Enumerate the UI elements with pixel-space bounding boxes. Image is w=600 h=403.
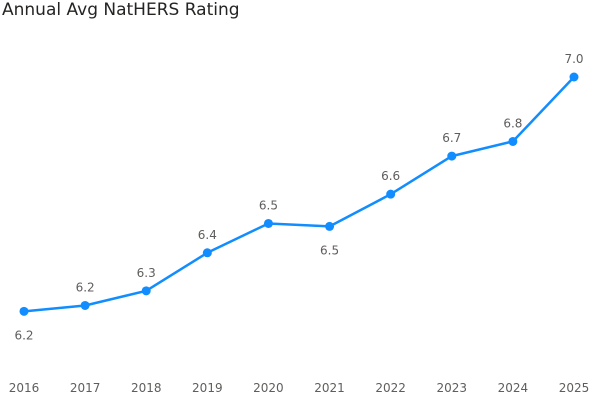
x-tick-label: 2024 — [498, 381, 529, 395]
series-line — [22, 75, 576, 313]
chart-title: Annual Avg NatHERS Rating — [2, 0, 240, 20]
data-point — [202, 248, 212, 258]
data-label: 6.7 — [442, 131, 461, 145]
data-label: 7.0 — [564, 52, 583, 66]
x-tick-label: 2025 — [559, 381, 590, 395]
data-label: 6.6 — [381, 169, 400, 183]
data-point — [263, 218, 273, 228]
x-tick-label: 2016 — [9, 381, 40, 395]
data-point — [19, 306, 29, 316]
data-point — [569, 72, 579, 82]
data-label: 6.2 — [14, 328, 33, 342]
data-point — [325, 221, 335, 231]
data-label: 6.8 — [503, 116, 522, 130]
x-tick-label: 2021 — [314, 381, 345, 395]
data-label: 6.3 — [137, 266, 156, 280]
x-tick-label: 2023 — [437, 381, 468, 395]
x-tick-label: 2018 — [131, 381, 162, 395]
data-label: 6.5 — [259, 198, 278, 212]
data-point — [141, 286, 151, 296]
data-point — [508, 136, 518, 146]
data-label: 6.2 — [76, 280, 95, 294]
x-tick-label: 2020 — [253, 381, 284, 395]
data-point — [80, 300, 90, 310]
x-tick-label: 2019 — [192, 381, 223, 395]
data-point — [447, 151, 457, 161]
data-label: 6.4 — [198, 228, 217, 242]
data-point — [386, 189, 396, 199]
x-tick-label: 2017 — [70, 381, 101, 395]
data-label: 6.5 — [320, 243, 339, 257]
x-tick-label: 2022 — [375, 381, 406, 395]
